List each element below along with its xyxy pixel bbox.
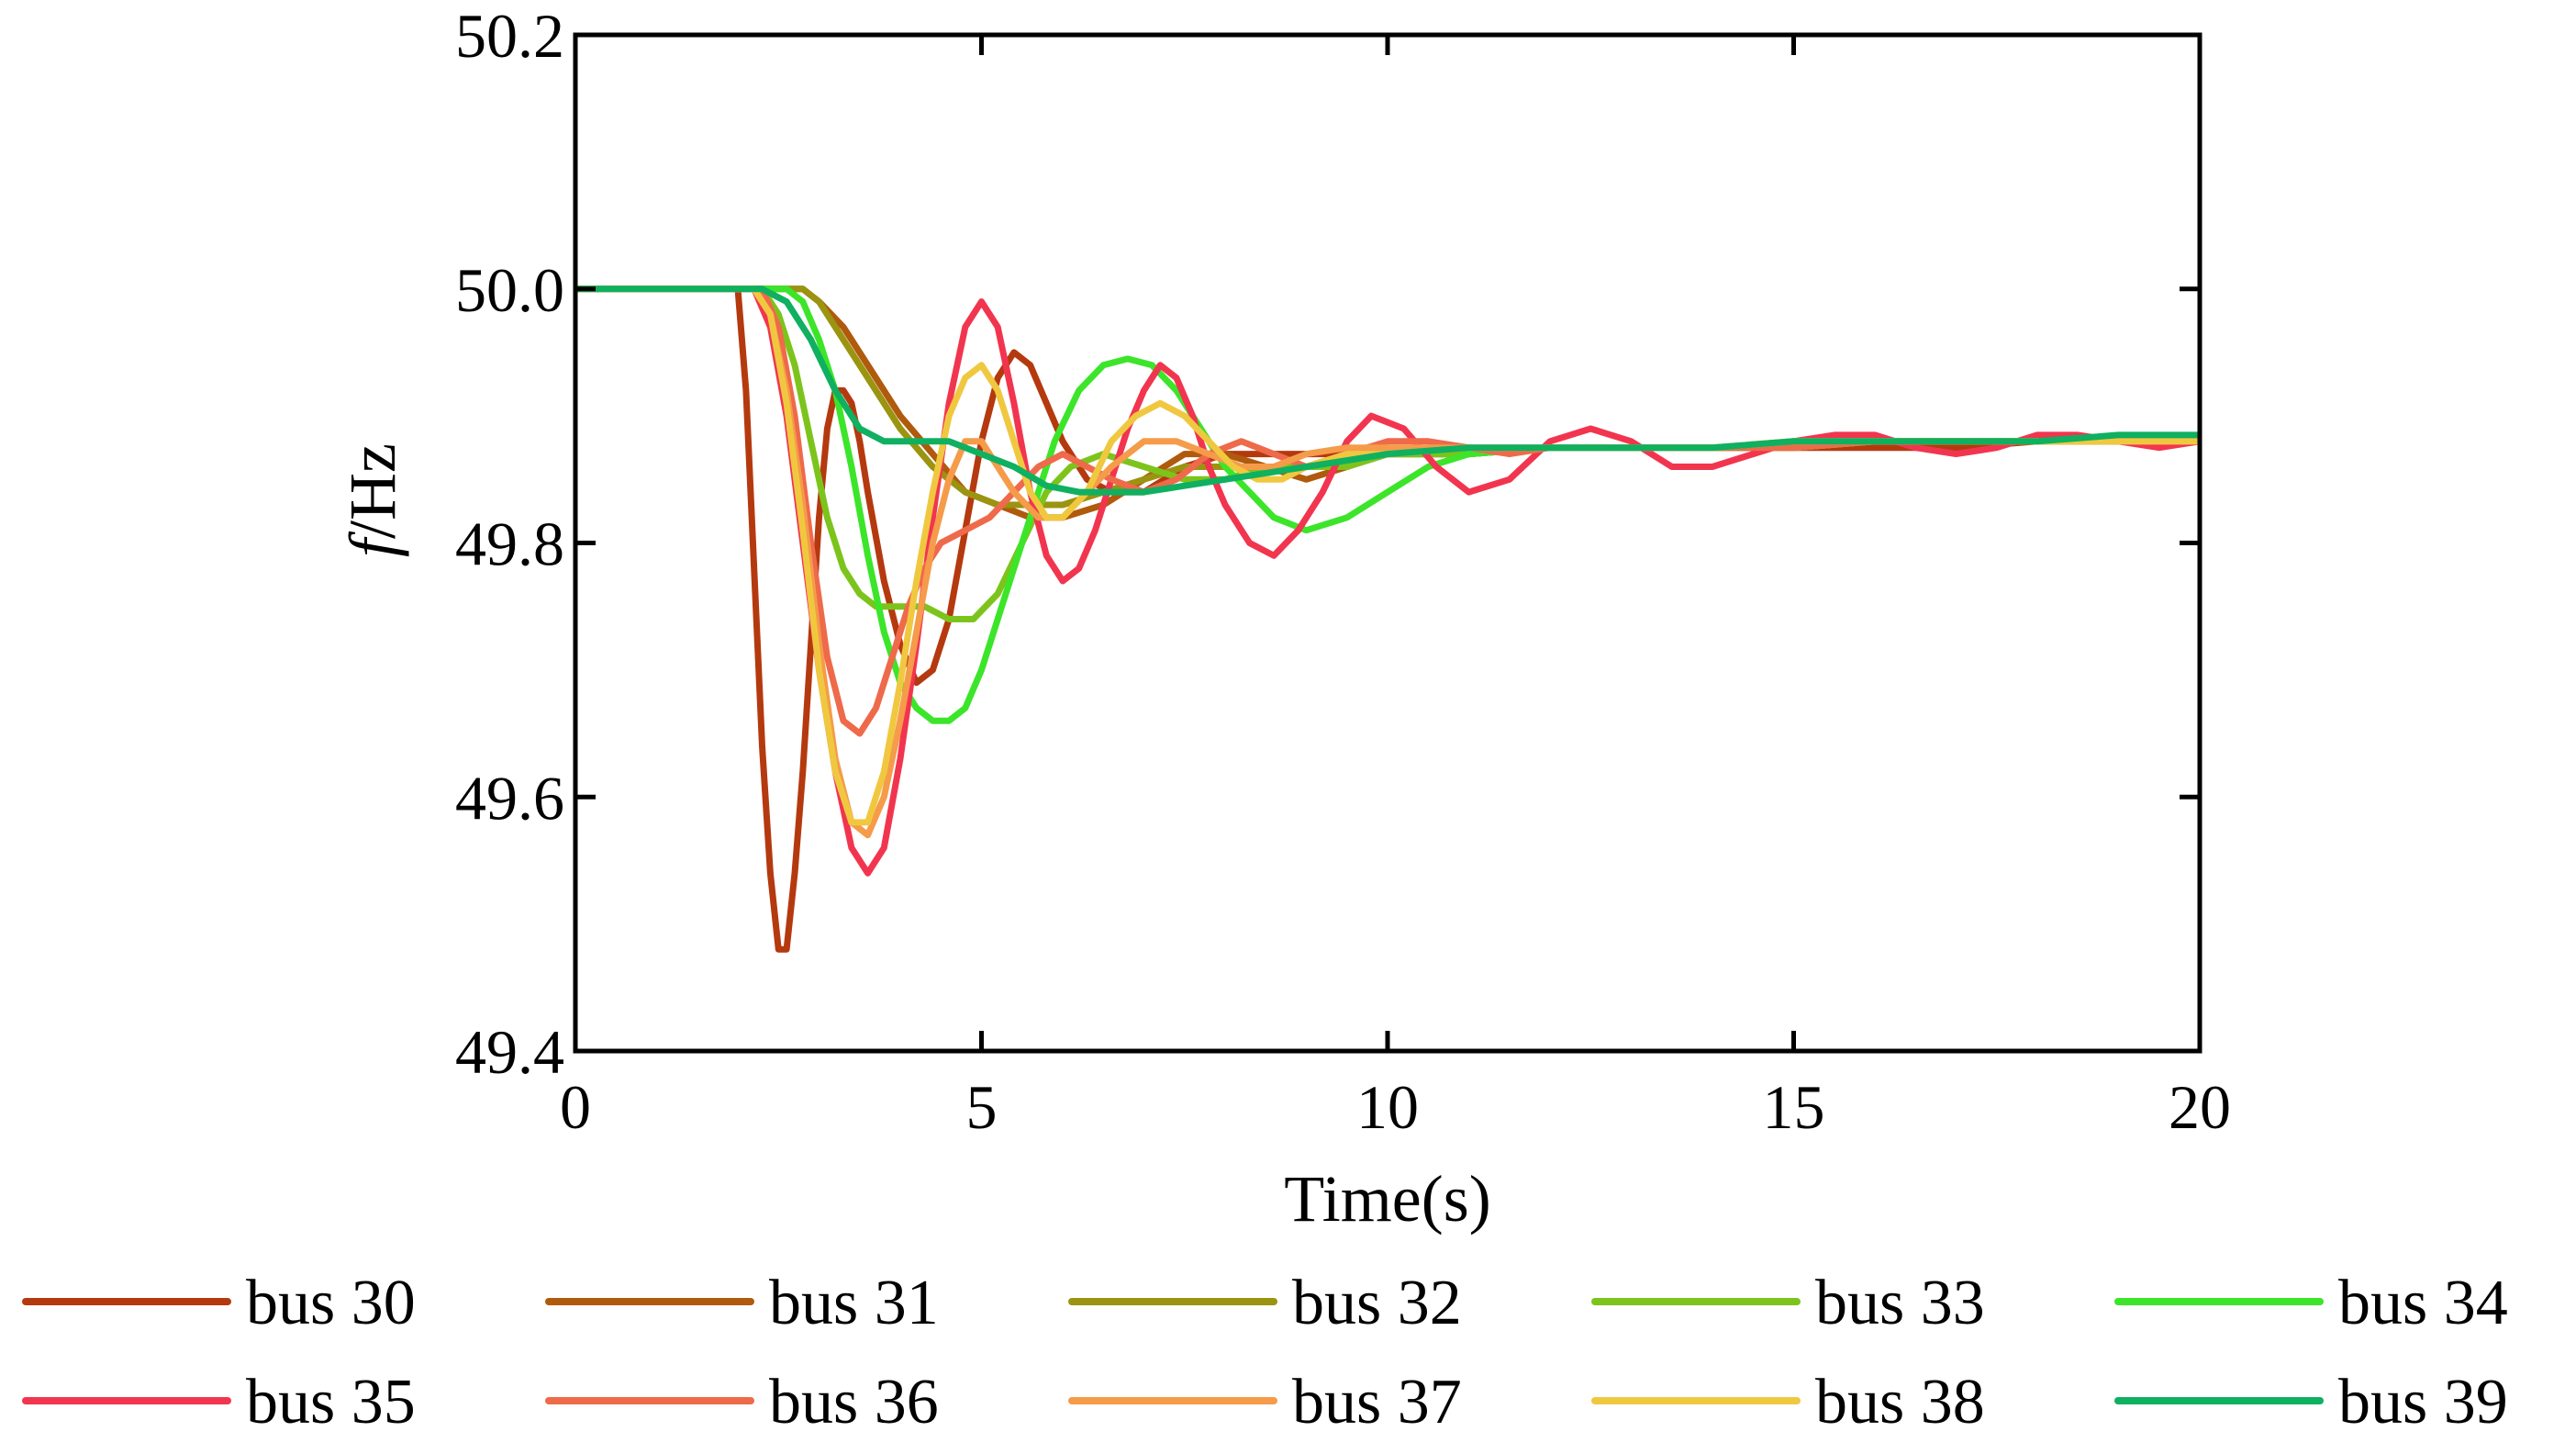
legend-label: bus 35 [246,1367,416,1437]
x-tick-label: 20 [2169,1072,2231,1142]
y-tick-label: 49.4 [455,1017,564,1087]
series-line-bus-39 [575,285,2200,496]
legend-label: bus 30 [246,1268,416,1338]
x-tick-label: 10 [1356,1072,1419,1142]
y-axis-label-unit: /Hz [336,443,409,539]
y-axis-label: f/Hz [336,443,409,557]
legend: bus 30 bus 31 bus 32 bus 33 bus 34 bus 35 bus … [22,1268,2508,1437]
legend-label: bus 38 [1815,1367,1985,1437]
legend-label: bus 37 [1292,1367,1462,1437]
plot-series-group [575,285,2201,953]
legend-label: bus 36 [769,1367,939,1437]
x-tick-label: 5 [966,1072,998,1142]
y-tick-label: 50.0 [455,255,564,325]
y-tick-label: 49.6 [455,763,564,833]
x-tick-label: 15 [1763,1072,1825,1142]
legend-label: bus 32 [1292,1268,1462,1338]
x-axis-label: Time(s) [1284,1162,1490,1236]
legend-label: bus 34 [2338,1268,2508,1338]
y-tick-label: 49.8 [455,509,564,579]
y-tick-label: 50.2 [455,1,564,71]
legend-label: bus 33 [1815,1268,1985,1338]
legend-label: bus 39 [2338,1367,2508,1437]
legend-label: bus 31 [769,1268,939,1338]
axis-ticks-group: 0 5 10 15 20 49.4 49.6 49.8 50.0 50.2 [455,1,2231,1142]
x-tick-label: 0 [560,1072,591,1142]
